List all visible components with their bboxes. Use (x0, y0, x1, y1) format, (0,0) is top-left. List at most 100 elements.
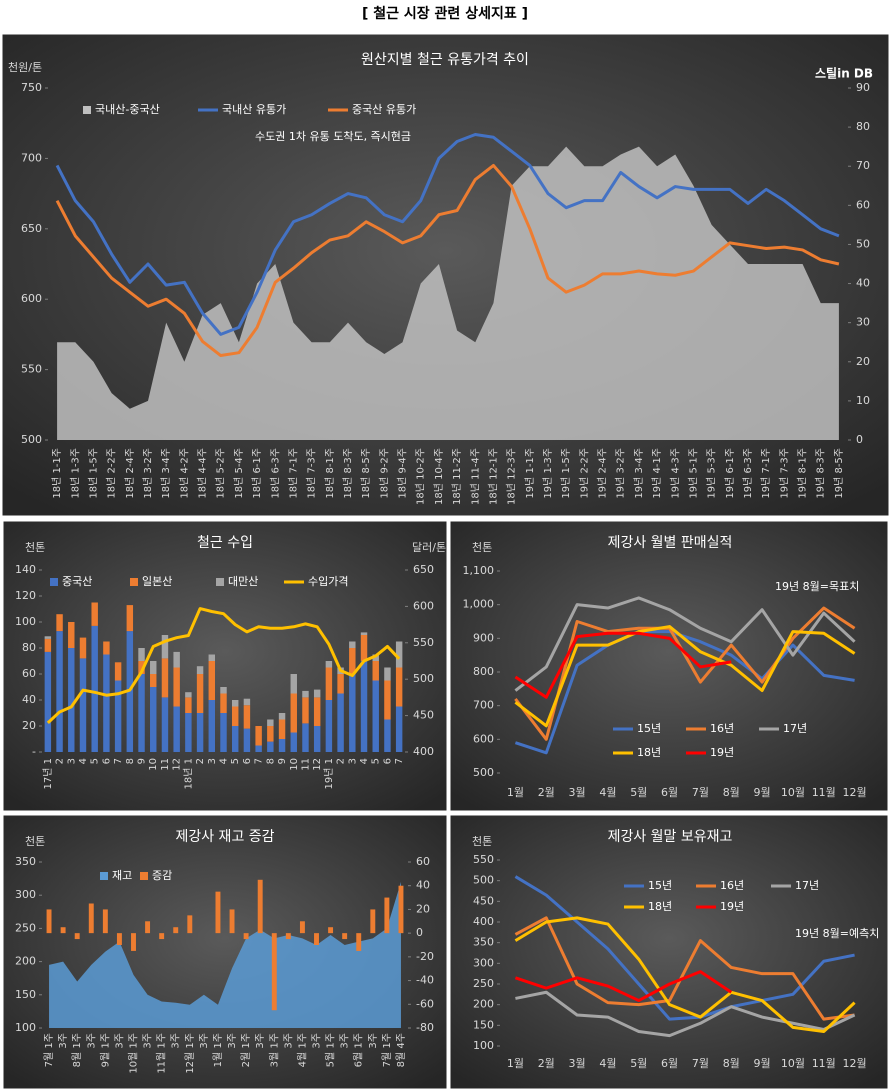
y2-axis-label: 달러/톤 (412, 541, 446, 554)
x-tick-label: 4 (78, 758, 89, 764)
x-tick-label: 3주 (86, 1033, 97, 1049)
x-tick-label: 7월 1주 (381, 1033, 393, 1067)
y-tick-label: 700 (473, 699, 494, 712)
y-tick-label: 200 (473, 998, 494, 1011)
bar (325, 700, 333, 752)
x-tick-label: 18년 8-3주 (342, 448, 354, 499)
x-tick-label: 18년 10-4주 (433, 448, 445, 505)
x-tick-label: 8 (265, 758, 276, 764)
bar (220, 693, 227, 713)
bar (395, 706, 403, 752)
x-tick-label: 19년 1-5주 (560, 448, 572, 499)
x-tick-label: 6월 (661, 786, 678, 799)
legend-label: 수입가격 (308, 575, 348, 588)
chart-title: 원산지별 철근 유통가격 추이 (361, 52, 529, 68)
x-tick-label: 2 (55, 758, 66, 764)
legend-label: 국내산 유통가 (222, 103, 286, 116)
bar (173, 651, 180, 668)
x-tick-label: 18년 6-1주 (251, 448, 263, 499)
x-tick-label: 9월 1주 (99, 1033, 111, 1067)
bar (187, 915, 193, 934)
x-tick-label: 5월 (630, 786, 647, 799)
x-tick-label: 18년 12-3주 (506, 448, 518, 505)
bar (138, 674, 145, 752)
bar (302, 723, 309, 752)
bar (74, 933, 80, 940)
y-tick-label: 350 (473, 936, 494, 949)
y2-tick-label: -80 (416, 1021, 434, 1034)
x-tick-label: 3주 (58, 1033, 69, 1049)
bar (231, 726, 239, 752)
bar (44, 636, 52, 639)
chart-title: 제강사 월말 보유재고 (608, 829, 733, 845)
bar (159, 933, 165, 940)
x-tick-label: 7월 (692, 1057, 709, 1070)
bar (325, 661, 333, 668)
bar (185, 697, 192, 713)
x-tick-label: 19년 2-4주 (597, 448, 609, 499)
bar (372, 654, 379, 661)
bar (196, 666, 204, 674)
legend-swatch (140, 872, 148, 880)
bar (220, 713, 227, 752)
bar (395, 667, 403, 707)
x-tick-label: 9월 (754, 786, 771, 799)
x-tick-label: 2월 (538, 786, 555, 799)
x-tick-label: 2월 (538, 1057, 555, 1070)
bar (398, 885, 404, 934)
bar (384, 667, 391, 681)
bar (56, 614, 63, 632)
bar (68, 648, 75, 752)
x-tick-label: 18년 1-1주 (51, 448, 63, 499)
x-tick-label: 18년 5-4주 (233, 448, 245, 499)
x-tick-label: 11 (160, 758, 171, 771)
legend-label: 19년 (710, 746, 734, 759)
y-axis-label: 천톤 (472, 834, 492, 848)
x-tick-label: 7월 1주 (43, 1033, 55, 1067)
x-tick-label: 8 (125, 758, 136, 764)
x-tick-label: 5 (90, 758, 101, 764)
x-tick-label: 19년 4-3주 (669, 448, 681, 499)
y2-tick-label: 600 (413, 599, 434, 612)
x-tick-label: 5 (230, 758, 241, 764)
bar (360, 632, 368, 635)
y-tick-label: - (32, 745, 36, 758)
bar (114, 662, 122, 681)
y-tick-label: 500 (473, 874, 494, 887)
y2-tick-label: 550 (413, 636, 434, 649)
x-tick-label: 3주 (255, 1033, 266, 1049)
bar (208, 700, 216, 752)
y2-tick-label: 650 (413, 563, 434, 576)
bar (314, 933, 319, 945)
y-tick-label: 550 (21, 363, 42, 376)
bar (290, 674, 297, 694)
bar (102, 909, 108, 934)
bar (79, 637, 87, 659)
bar (299, 921, 305, 934)
x-tick-label: 3월 (569, 786, 586, 799)
chart-background (449, 520, 889, 812)
bar (196, 674, 204, 713)
x-tick-label: 3주 (312, 1033, 323, 1049)
bar (185, 692, 192, 698)
bar (356, 933, 362, 951)
bar (257, 879, 263, 934)
y-tick-label: 40 (22, 693, 36, 706)
x-tick-label: 11월 1주 (156, 1033, 168, 1074)
y-tick-label: 100 (15, 615, 36, 628)
x-tick-label: 19년 7-1주 (760, 448, 772, 499)
bar (44, 651, 52, 752)
y-tick-label: 500 (21, 433, 42, 446)
page-title: [ 철근 시장 관련 상세지표 ] (362, 5, 528, 22)
x-tick-label: 19년 3-2주 (615, 448, 627, 499)
x-tick-label: 12월 1주 (184, 1033, 196, 1074)
x-tick-label: 17년 1 (42, 758, 54, 789)
bar (384, 680, 391, 720)
area (57, 146, 839, 440)
x-tick-label: 10월 (781, 1057, 805, 1070)
x-tick-label: 4월 1주 (296, 1033, 308, 1067)
x-tick-label: 3주 (340, 1033, 351, 1049)
x-tick-label: 9월 (754, 1057, 771, 1070)
bar (278, 719, 286, 739)
bar (271, 933, 277, 1011)
